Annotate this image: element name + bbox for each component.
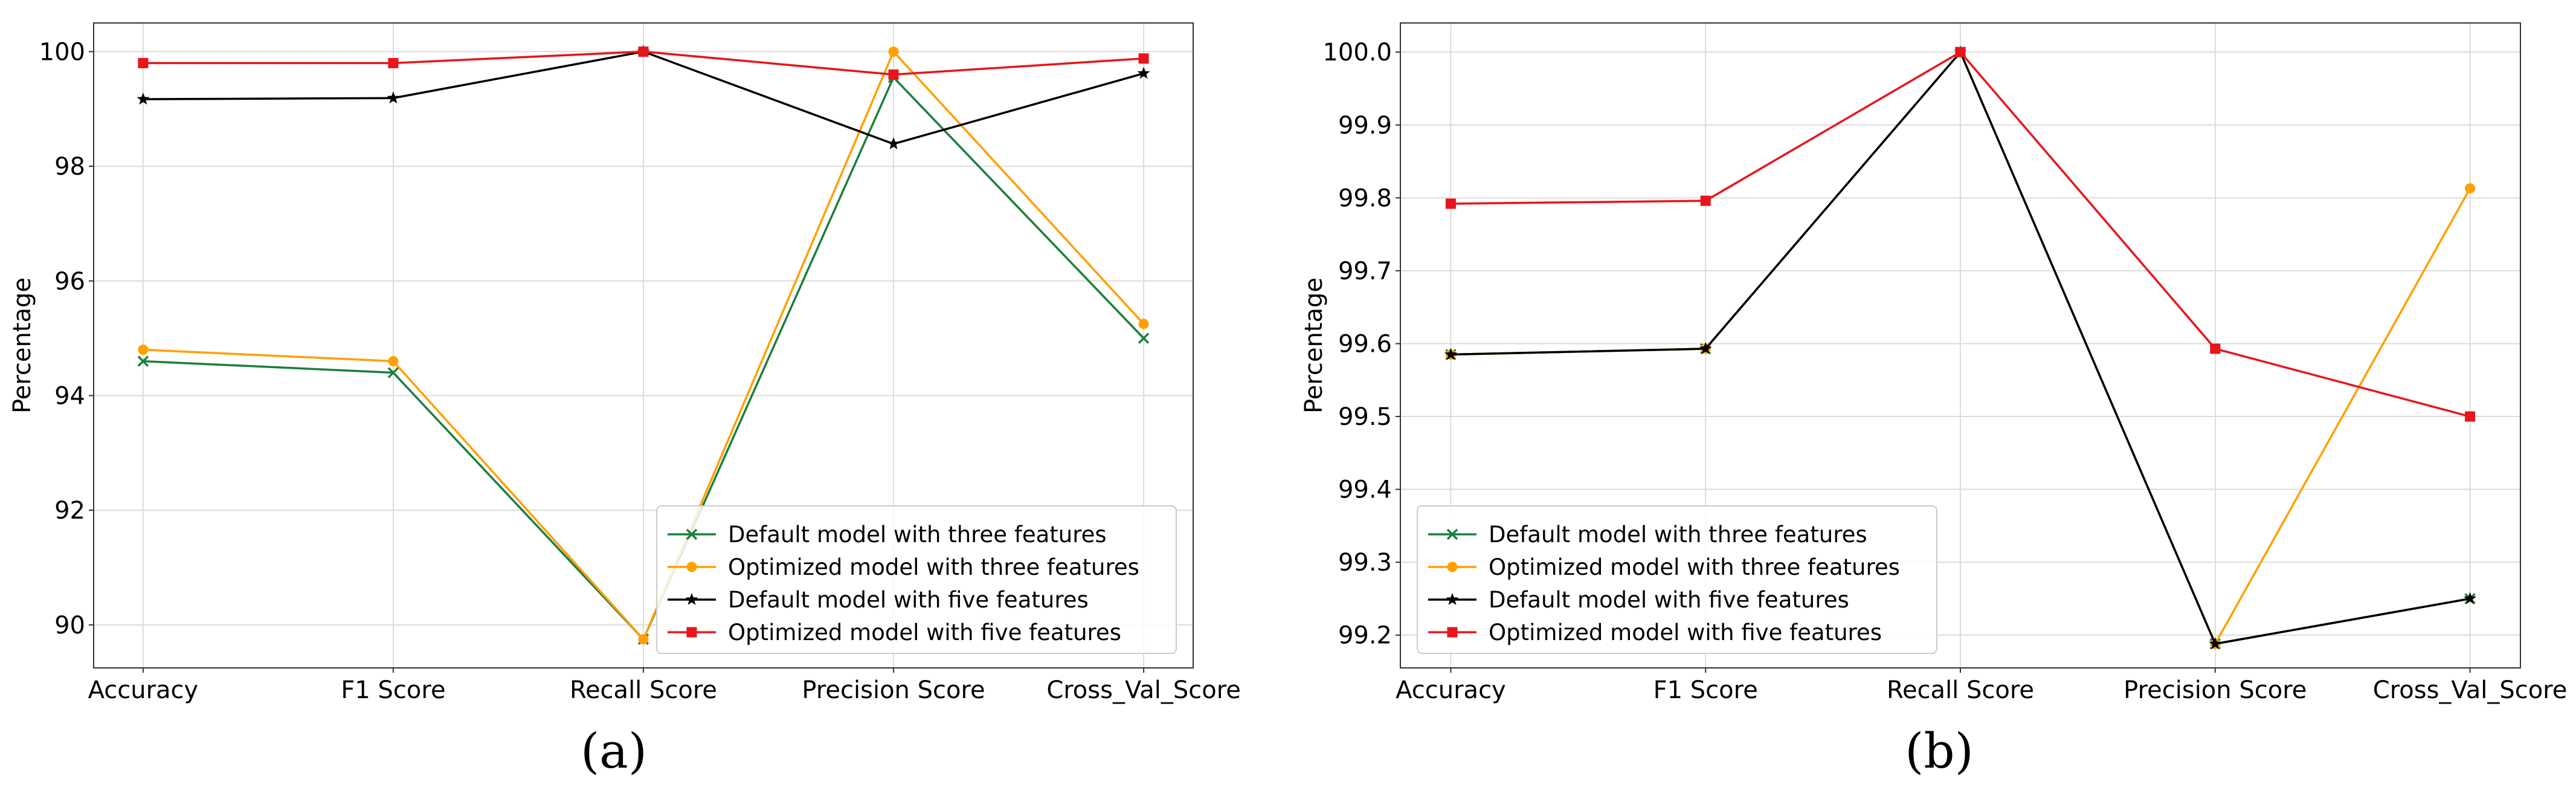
legend-label: Optimized model with three features xyxy=(728,554,1139,580)
y-axis-label: Percentage xyxy=(8,277,36,413)
data-point xyxy=(1700,195,1711,206)
x-tick-label: Recall Score xyxy=(570,676,717,704)
legend-marker xyxy=(686,562,697,572)
legend-label: Default model with three features xyxy=(728,522,1107,548)
x-tick-label: Cross_Val_Score xyxy=(2373,676,2568,704)
y-tick-label: 99.4 xyxy=(1338,476,1392,504)
panel-label: (b) xyxy=(1905,723,1974,779)
y-tick-label: 99.6 xyxy=(1338,330,1392,358)
legend-marker xyxy=(1446,593,1459,605)
chart-panel-b: 99.2 99.3 99.4 99.5 99.6 99.7 99.8 99.9 100.0 Acc… xyxy=(1300,22,2568,779)
y-tick-label: 98 xyxy=(54,153,85,181)
data-point xyxy=(2210,343,2221,354)
y-tick-label: 99.8 xyxy=(1338,184,1392,212)
x-tick-label: Precision Score xyxy=(2124,676,2307,704)
legend-marker xyxy=(685,593,698,605)
series-optimized-model-with-five-features xyxy=(138,46,1149,80)
legend-marker xyxy=(1447,562,1458,572)
y-tick-label: 99.5 xyxy=(1338,403,1392,431)
data-point xyxy=(1138,53,1149,64)
legend-box xyxy=(656,505,1177,654)
chart-panel-a: 90 92 94 96 98 100 Accuracy F1 Score Recall Scor… xyxy=(8,22,1241,779)
legend-box xyxy=(1417,505,1937,654)
legend-marker xyxy=(1446,528,1458,540)
data-point xyxy=(1138,319,1149,329)
data-point xyxy=(638,634,649,645)
x-tick-label: Precision Score xyxy=(802,676,985,704)
data-point xyxy=(137,92,150,105)
y-tick-label: 96 xyxy=(54,268,85,296)
legend-label: Default model with five features xyxy=(728,587,1089,613)
y-tick-label: 90 xyxy=(54,612,85,639)
data-point xyxy=(388,57,399,68)
data-point xyxy=(2465,411,2476,422)
y-tick-label: 92 xyxy=(54,497,85,525)
x-tick-label: Accuracy xyxy=(88,676,199,704)
data-point xyxy=(2209,637,2222,650)
y-tick-label: 99.7 xyxy=(1338,257,1392,285)
y-axis-label: Percentage xyxy=(1300,277,1328,413)
data-point xyxy=(387,91,400,104)
legend-label: Default model with three features xyxy=(1489,522,1867,548)
y-tick-label: 100.0 xyxy=(1322,39,1392,66)
data-point xyxy=(888,69,899,80)
legend-label: Optimized model with five features xyxy=(1489,620,1882,646)
data-point xyxy=(1138,332,1150,344)
legend-label: Optimized model with five features xyxy=(728,620,1121,646)
data-point xyxy=(888,46,899,57)
x-tick-label: F1 Score xyxy=(341,676,445,704)
legend: Default model with three features Optimiz… xyxy=(1417,505,1937,654)
series-optimized-model-with-five-features xyxy=(1445,47,2476,422)
y-tick-label: 100 xyxy=(39,38,85,66)
x-tick-label: Cross_Val_Score xyxy=(1046,676,1241,704)
x-tick-label: Recall Score xyxy=(1887,676,2034,704)
data-point xyxy=(387,367,399,378)
data-point xyxy=(2464,592,2477,604)
panel-label: (a) xyxy=(581,723,647,779)
y-tick-label: 94 xyxy=(54,382,85,410)
y-tick-label: 99.3 xyxy=(1338,549,1392,577)
y-tick-label: 99.2 xyxy=(1338,622,1392,650)
legend-label: Optimized model with three features xyxy=(1489,554,1900,580)
data-point xyxy=(1445,198,1456,209)
legend-marker xyxy=(686,627,697,638)
legend-marker xyxy=(1447,627,1458,638)
legend: Default model with three features Optimiz… xyxy=(656,505,1177,654)
data-point xyxy=(638,46,649,57)
data-point xyxy=(1955,47,1966,57)
data-point xyxy=(1137,66,1150,79)
legend-label: Default model with five features xyxy=(1489,587,1849,613)
series-optimized-model-with-three-features xyxy=(138,46,1149,645)
legend-marker xyxy=(686,528,698,540)
x-tick-label: Accuracy xyxy=(1396,676,1506,704)
data-point xyxy=(1444,348,1457,360)
data-point xyxy=(137,355,149,367)
data-point xyxy=(887,137,900,150)
data-point xyxy=(2465,183,2476,194)
data-point xyxy=(138,57,149,68)
data-point xyxy=(1699,342,1712,354)
x-tick-label: F1 Score xyxy=(1653,676,1758,704)
data-point xyxy=(388,356,399,367)
data-point xyxy=(138,345,149,355)
y-tick-label: 99.9 xyxy=(1338,112,1392,140)
